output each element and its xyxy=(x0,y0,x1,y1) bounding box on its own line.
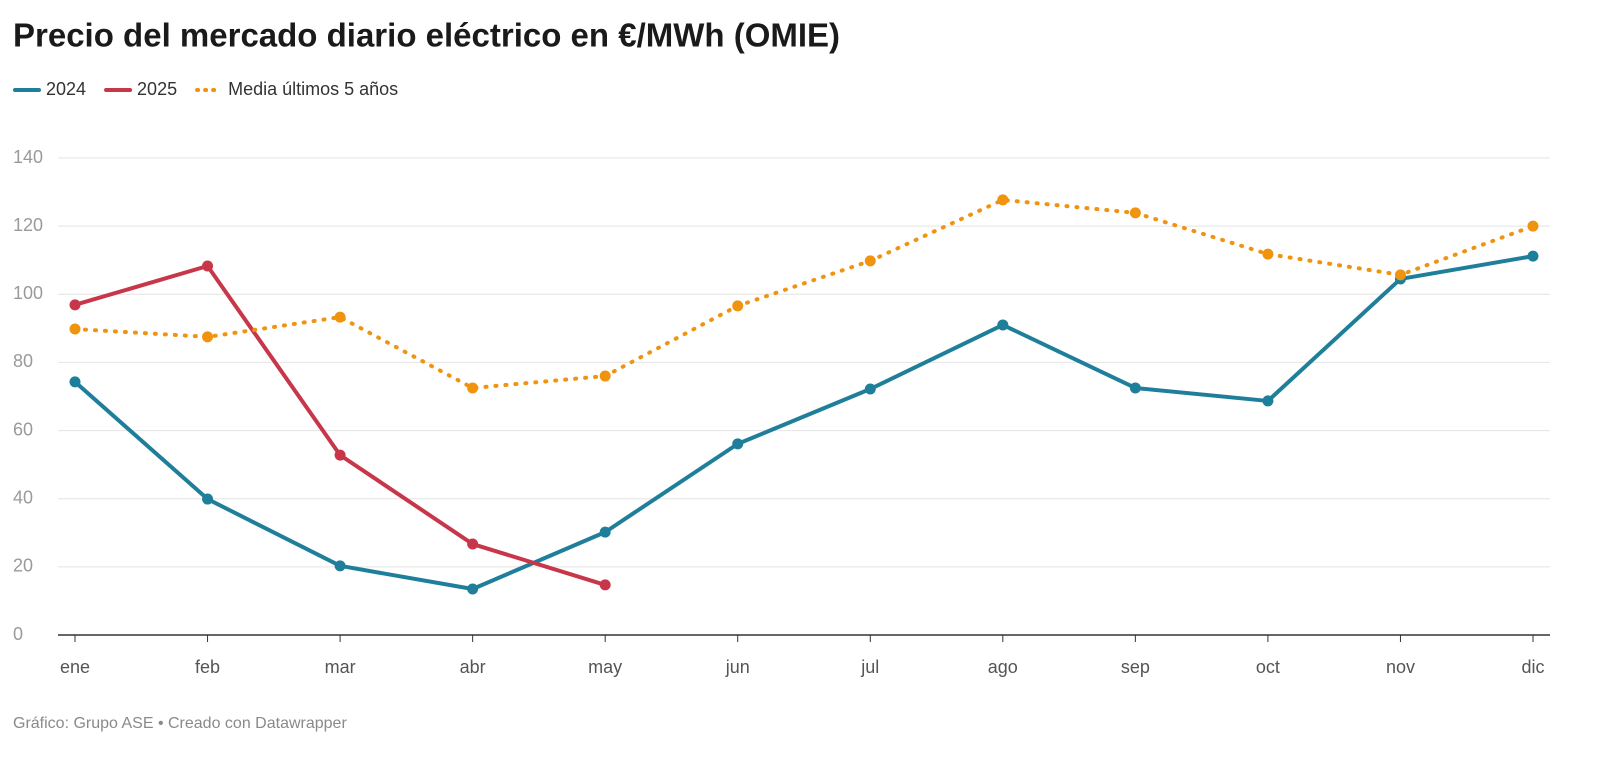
x-tick-label: dic xyxy=(1521,657,1544,677)
data-point xyxy=(1527,220,1539,232)
data-point xyxy=(599,526,611,538)
series-line xyxy=(73,197,1535,390)
legend-label: 2025 xyxy=(137,79,177,99)
data-point xyxy=(334,311,346,323)
legend-label: Media últimos 5 años xyxy=(228,79,398,99)
data-point xyxy=(1129,382,1141,394)
data-point xyxy=(1129,207,1141,219)
data-point xyxy=(1394,269,1406,281)
data-point xyxy=(334,560,346,572)
data-point xyxy=(599,579,611,591)
y-tick-label: 0 xyxy=(13,624,23,644)
y-tick-label: 100 xyxy=(13,283,43,303)
x-tick-label: may xyxy=(588,657,622,677)
y-tick-label: 80 xyxy=(13,351,33,371)
data-point xyxy=(334,449,346,461)
legend-label: 2024 xyxy=(46,79,86,99)
x-tick-label: oct xyxy=(1256,657,1280,677)
lines-layer xyxy=(69,194,1539,595)
data-point xyxy=(69,376,81,388)
data-point xyxy=(467,583,479,595)
y-tick-label: 20 xyxy=(13,556,33,576)
x-tick-label: abr xyxy=(460,657,486,677)
y-tick-label: 60 xyxy=(13,419,33,439)
data-point xyxy=(732,438,744,450)
data-point xyxy=(467,382,479,394)
x-tick-label: jul xyxy=(860,657,879,677)
data-point xyxy=(732,300,744,312)
data-point xyxy=(997,319,1009,331)
chart-title: Precio del mercado diario eléctrico en €… xyxy=(13,17,840,54)
y-tick-label: 40 xyxy=(13,487,33,507)
data-point xyxy=(1262,395,1274,407)
data-point xyxy=(202,493,214,505)
data-point xyxy=(864,383,876,395)
data-point xyxy=(202,331,214,343)
y-tick-label: 120 xyxy=(13,215,43,235)
legend: 2024 2025 Media últimos 5 años xyxy=(13,79,398,99)
x-tick-label: sep xyxy=(1121,657,1150,677)
source-note: Gráfico: Grupo ASE • Creado con Datawrap… xyxy=(13,715,347,732)
grid-layer: 0 20 40 60 80 100 120 140 ene feb mar abr may jun jul a… xyxy=(13,147,1550,677)
x-tick-label: ene xyxy=(60,657,90,677)
x-tick-label: nov xyxy=(1386,657,1415,677)
data-point xyxy=(997,194,1009,206)
data-point xyxy=(864,255,876,267)
data-point xyxy=(1527,250,1539,262)
x-tick-label: jun xyxy=(725,657,750,677)
x-tick-label: mar xyxy=(325,657,356,677)
data-point xyxy=(69,299,81,311)
data-point xyxy=(202,260,214,272)
x-tick-label: feb xyxy=(195,657,220,677)
data-point xyxy=(69,323,81,335)
data-point xyxy=(599,370,611,382)
data-point xyxy=(467,538,479,550)
y-tick-label: 140 xyxy=(13,147,43,167)
series-line xyxy=(73,254,1535,592)
data-point xyxy=(1262,248,1274,260)
x-tick-label: ago xyxy=(988,657,1018,677)
